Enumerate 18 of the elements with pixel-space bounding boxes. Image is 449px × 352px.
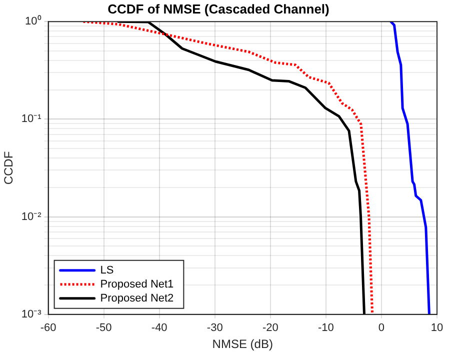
legend-label: Proposed Net2 bbox=[100, 292, 174, 304]
x-tick-label: 0 bbox=[378, 322, 385, 334]
x-tick-label: -50 bbox=[96, 322, 112, 334]
legend-label: LS bbox=[100, 264, 114, 276]
x-tick-label: -60 bbox=[40, 322, 56, 334]
y-tick-label: 10⁻³ bbox=[21, 308, 42, 320]
y-tick-label: 10⁰ bbox=[25, 14, 42, 28]
y-tick-label: 10⁻² bbox=[21, 210, 42, 223]
x-tick-label: -40 bbox=[151, 322, 168, 334]
y-axis-title: CCDF bbox=[2, 151, 16, 185]
x-tick-label: -20 bbox=[262, 322, 278, 334]
x-tick-label: -10 bbox=[318, 322, 334, 334]
x-tick-label: 10 bbox=[430, 322, 444, 334]
y-tick-label: 10⁻¹ bbox=[21, 113, 42, 126]
x-tick-label: -30 bbox=[206, 322, 223, 334]
chart-title: CCDF of NMSE (Cascaded Channel) bbox=[108, 1, 330, 16]
legend-label: Proposed Net1 bbox=[100, 278, 174, 290]
x-axis-title: NMSE (dB) bbox=[212, 337, 273, 352]
